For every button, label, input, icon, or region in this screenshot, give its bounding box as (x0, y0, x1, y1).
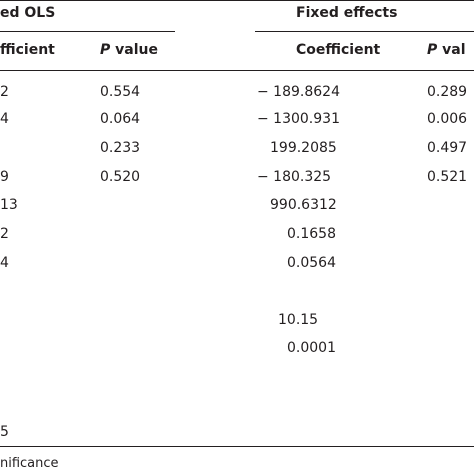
footnote: nificance (0, 456, 59, 471)
subheader-rule (0, 70, 474, 71)
ols-coefficient-cell: 2 (0, 226, 9, 242)
fe-statistic-value: 10.15 (278, 312, 319, 328)
fe-p-value-cell: 0.497 (427, 140, 468, 156)
p-value-text: val (437, 42, 466, 58)
header-fixed-effects: Fixed effects (296, 5, 398, 21)
fe-p-value-cell: 0.006 (427, 111, 468, 127)
ols-statistic-value: 5 (0, 424, 9, 440)
fe-p-value-cell: 0.521 (427, 169, 468, 185)
fe-coefficient-cell: 990.6312 (270, 197, 337, 213)
fe-coefficient-cell: 0.1658 (287, 226, 336, 242)
ols-p-value-cell: 0.520 (100, 169, 141, 185)
ols-coefficient-cell: 13 (0, 197, 18, 213)
header-pooled-ols: ed OLS (0, 5, 56, 21)
fe-p-value-cell: 0.289 (427, 84, 468, 100)
fe-coefficient-cell: − 189.8624 (257, 84, 340, 100)
fe-coefficient-cell: 199.2085 (270, 140, 337, 156)
col-header-fe-p-value: P val (427, 43, 466, 57)
fe-coefficient-cell: 0.0564 (287, 255, 336, 271)
col-header-ols-p-value: P value (100, 43, 158, 57)
fixed-effects-rule (255, 31, 474, 32)
p-letter: P (427, 42, 438, 58)
ols-coefficient-cell: 4 (0, 255, 9, 271)
fe-coefficient-cell: − 180.325 (257, 169, 332, 185)
fe-coefficient-cell: − 1300.931 (257, 111, 340, 127)
ols-coefficient-cell: 2 (0, 84, 9, 100)
ols-p-value-cell: 0.064 (100, 111, 141, 127)
col-header-fe-coefficient: Coefficient (296, 42, 381, 58)
p-letter: P (100, 42, 111, 58)
ols-coefficient-cell: 4 (0, 111, 9, 127)
p-value-text: value (110, 42, 158, 58)
fe-statistic-value: 0.0001 (287, 340, 336, 356)
top-rule (0, 0, 474, 1)
ols-p-value-cell: 0.233 (100, 140, 141, 156)
ols-coefficient-cell: 9 (0, 169, 9, 185)
bottom-rule (0, 446, 474, 447)
ols-p-value-cell: 0.554 (100, 84, 141, 100)
pooled-ols-rule (0, 31, 175, 32)
col-header-ols-coefficient: fficient (0, 42, 55, 58)
